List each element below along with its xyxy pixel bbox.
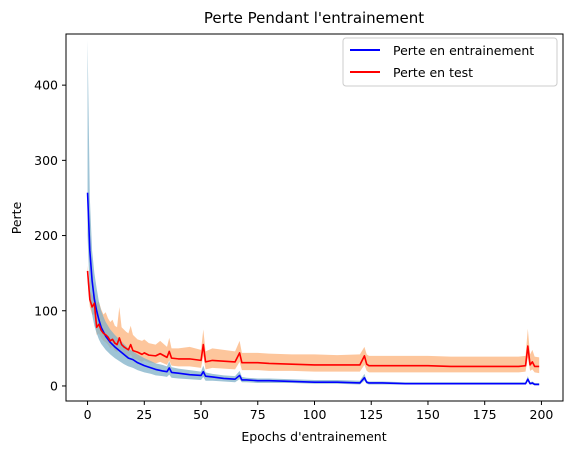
x-tick-label: 200 xyxy=(530,407,554,422)
x-axis: 0 25 50 75 100 125 150 175 200 xyxy=(84,401,554,422)
x-tick-label: 125 xyxy=(359,407,383,422)
x-axis-label: Epochs d'entrainement xyxy=(241,429,386,444)
y-tick-label: 400 xyxy=(34,78,58,93)
chart-title: Perte Pendant l'entrainement xyxy=(204,9,424,27)
test-loss-line xyxy=(86,270,540,368)
legend-box xyxy=(342,37,558,87)
y-tick-label: 300 xyxy=(34,153,58,168)
y-axis: 0 100 200 300 400 xyxy=(34,78,66,393)
legend-label-test: Perte en test xyxy=(393,65,473,80)
y-tick-label: 100 xyxy=(34,303,58,318)
y-tick-label: 0 xyxy=(50,378,58,393)
train-loss-line xyxy=(86,192,540,386)
x-tick-label: 150 xyxy=(416,407,440,422)
y-axis-label: Perte xyxy=(9,201,24,234)
train-loss-band xyxy=(87,40,540,386)
legend-label-train: Perte en entrainement xyxy=(393,43,534,58)
x-tick-label: 25 xyxy=(136,407,152,422)
x-tick-label: 0 xyxy=(84,407,92,422)
x-tick-label: 100 xyxy=(303,407,327,422)
y-tick-label: 200 xyxy=(34,228,58,243)
x-tick-label: 50 xyxy=(193,407,209,422)
plot-area xyxy=(86,40,540,386)
x-tick-label: 175 xyxy=(473,407,497,422)
x-tick-label: 75 xyxy=(250,407,266,422)
test-loss-band xyxy=(87,265,540,374)
legend: Perte en entrainement Perte en test xyxy=(342,37,558,87)
